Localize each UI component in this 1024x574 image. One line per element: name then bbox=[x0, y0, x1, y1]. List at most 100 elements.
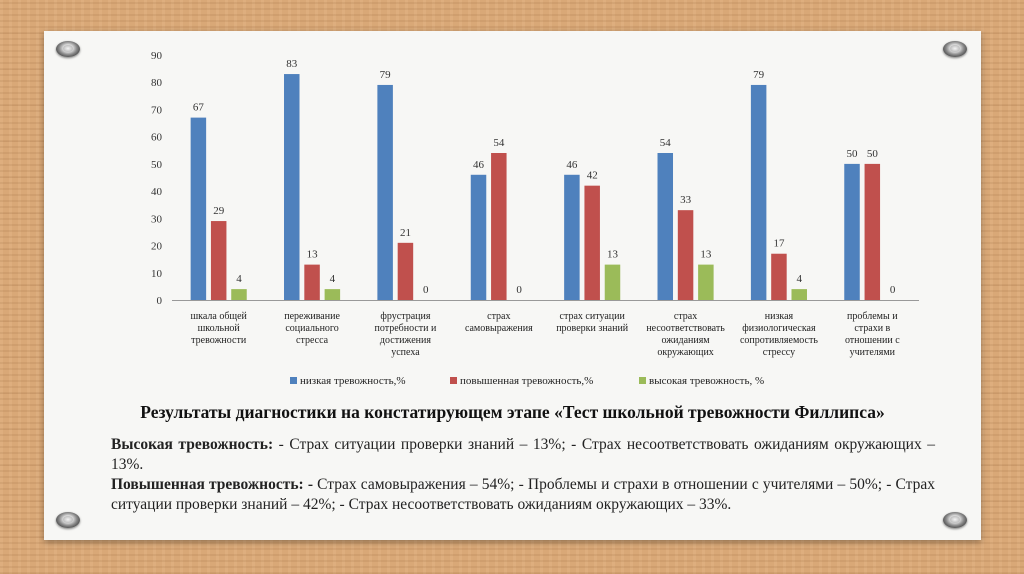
data-label: 54 bbox=[660, 137, 672, 149]
bar-1 bbox=[377, 84, 393, 300]
y-tick-label: 80 bbox=[151, 77, 163, 89]
data-label: 0 bbox=[890, 284, 896, 296]
x-category-label: потребности и bbox=[375, 323, 437, 334]
x-category-label: страхи в bbox=[854, 323, 890, 334]
data-label: 4 bbox=[236, 273, 242, 285]
data-label: 29 bbox=[213, 205, 225, 217]
bar-1 bbox=[284, 74, 300, 300]
y-tick-label: 50 bbox=[151, 159, 163, 171]
x-category-label: проблемы и bbox=[847, 311, 898, 322]
chart-caption: Результаты диагностики на констатирующем… bbox=[140, 402, 885, 422]
x-category-label: сопротивляемость bbox=[740, 335, 818, 346]
bar-2 bbox=[677, 210, 694, 300]
y-tick-label: 30 bbox=[151, 213, 163, 225]
bar-3 bbox=[791, 289, 807, 300]
x-category-label: стресса bbox=[296, 335, 329, 346]
elevated-anxiety-label: Повышенная тревожность: - bbox=[111, 476, 313, 493]
x-category-label: страх bbox=[487, 311, 510, 322]
high-anxiety-paragraph: Высокая тревожность: - Страх ситуации пр… bbox=[111, 435, 935, 475]
y-tick-label: 40 bbox=[151, 186, 163, 198]
x-category-label: физиологическая bbox=[742, 323, 816, 334]
x-category-label: самовыражения bbox=[465, 323, 533, 334]
legend-swatch bbox=[450, 377, 457, 384]
data-label: 54 bbox=[493, 137, 505, 149]
data-label: 79 bbox=[753, 69, 765, 81]
bar-1 bbox=[844, 163, 860, 300]
bar-3 bbox=[698, 264, 714, 300]
bar-1 bbox=[564, 174, 580, 300]
bar-3 bbox=[324, 289, 341, 300]
data-label: 13 bbox=[307, 249, 319, 261]
y-tick-label: 20 bbox=[151, 241, 163, 253]
elevated-anxiety-paragraph: Повышенная тревожность: - Страх самовыра… bbox=[111, 475, 935, 515]
bar-2 bbox=[397, 242, 414, 300]
bar-2 bbox=[584, 185, 600, 300]
y-tick-label: 10 bbox=[151, 268, 163, 280]
pushpin-icon bbox=[56, 41, 80, 57]
bar-3 bbox=[231, 289, 247, 300]
x-category-label: тревожности bbox=[191, 335, 247, 346]
bar-2 bbox=[304, 264, 320, 300]
x-category-label: низкая bbox=[765, 311, 794, 322]
data-label: 79 bbox=[380, 69, 392, 81]
bar-3 bbox=[604, 264, 621, 300]
pushpin-icon bbox=[943, 512, 967, 528]
x-category-label: окружающих bbox=[657, 347, 713, 358]
bar-2 bbox=[210, 221, 227, 300]
high-anxiety-label: Высокая тревожность: bbox=[111, 436, 274, 453]
data-label: 42 bbox=[587, 170, 598, 182]
y-tick-label: 70 bbox=[151, 104, 163, 116]
bar-2 bbox=[771, 253, 787, 300]
bar-1 bbox=[657, 153, 674, 300]
data-label: 13 bbox=[700, 249, 712, 261]
x-category-label: страх bbox=[674, 311, 697, 322]
x-category-label: несоответствовать bbox=[646, 323, 725, 334]
data-label: 0 bbox=[516, 284, 522, 296]
x-category-label: отношении с bbox=[845, 335, 900, 346]
x-category-label: стрессу bbox=[763, 347, 795, 358]
bar-1 bbox=[750, 84, 767, 300]
data-label: 67 bbox=[193, 102, 205, 114]
legend-label: высокая тревожность, % bbox=[649, 375, 764, 387]
data-label: 46 bbox=[566, 159, 578, 171]
data-label: 13 bbox=[607, 249, 619, 261]
data-label: 33 bbox=[680, 194, 692, 206]
legend-label: повышенная тревожность,% bbox=[460, 375, 593, 387]
x-category-label: успеха bbox=[391, 347, 420, 358]
data-label: 0 bbox=[423, 284, 429, 296]
x-category-label: достижения bbox=[380, 335, 431, 346]
y-tick-label: 0 bbox=[157, 295, 163, 307]
data-label: 21 bbox=[400, 227, 411, 239]
bar-2 bbox=[491, 153, 507, 300]
data-label: 50 bbox=[847, 148, 859, 160]
legend-swatch bbox=[290, 377, 297, 384]
legend-swatch bbox=[639, 377, 646, 384]
data-label: 4 bbox=[796, 273, 802, 285]
data-label: 83 bbox=[286, 58, 298, 70]
y-tick-label: 90 bbox=[151, 50, 163, 62]
bar-1 bbox=[470, 174, 487, 300]
y-tick-label: 60 bbox=[151, 132, 163, 144]
x-category-label: страх ситуации bbox=[560, 311, 626, 322]
x-category-label: школьной bbox=[198, 323, 241, 334]
pushpin-icon bbox=[943, 41, 967, 57]
x-category-label: переживание bbox=[284, 311, 340, 322]
high-anxiety-text: - Страх ситуации проверки знаний – 13%; … bbox=[111, 436, 935, 473]
bar-1 bbox=[190, 117, 207, 300]
x-category-label: фрустрация bbox=[380, 311, 430, 322]
legend-label: низкая тревожность,% bbox=[300, 375, 406, 387]
x-category-label: проверки знаний bbox=[556, 323, 629, 334]
x-category-label: социального bbox=[285, 323, 338, 334]
pushpin-icon bbox=[56, 512, 80, 528]
elevated-anxiety-text: Страх самовыражения – 54%; - Проблемы и … bbox=[111, 476, 935, 513]
data-label: 17 bbox=[773, 238, 785, 250]
results-text: Высокая тревожность: - Страх ситуации пр… bbox=[111, 435, 935, 515]
data-label: 46 bbox=[473, 159, 485, 171]
data-label: 4 bbox=[330, 273, 336, 285]
x-category-label: шкала общей bbox=[190, 311, 247, 322]
x-category-label: ожиданиям bbox=[661, 335, 710, 346]
bar-2 bbox=[864, 163, 881, 300]
data-label: 50 bbox=[867, 148, 879, 160]
x-category-label: учителями bbox=[850, 347, 896, 358]
